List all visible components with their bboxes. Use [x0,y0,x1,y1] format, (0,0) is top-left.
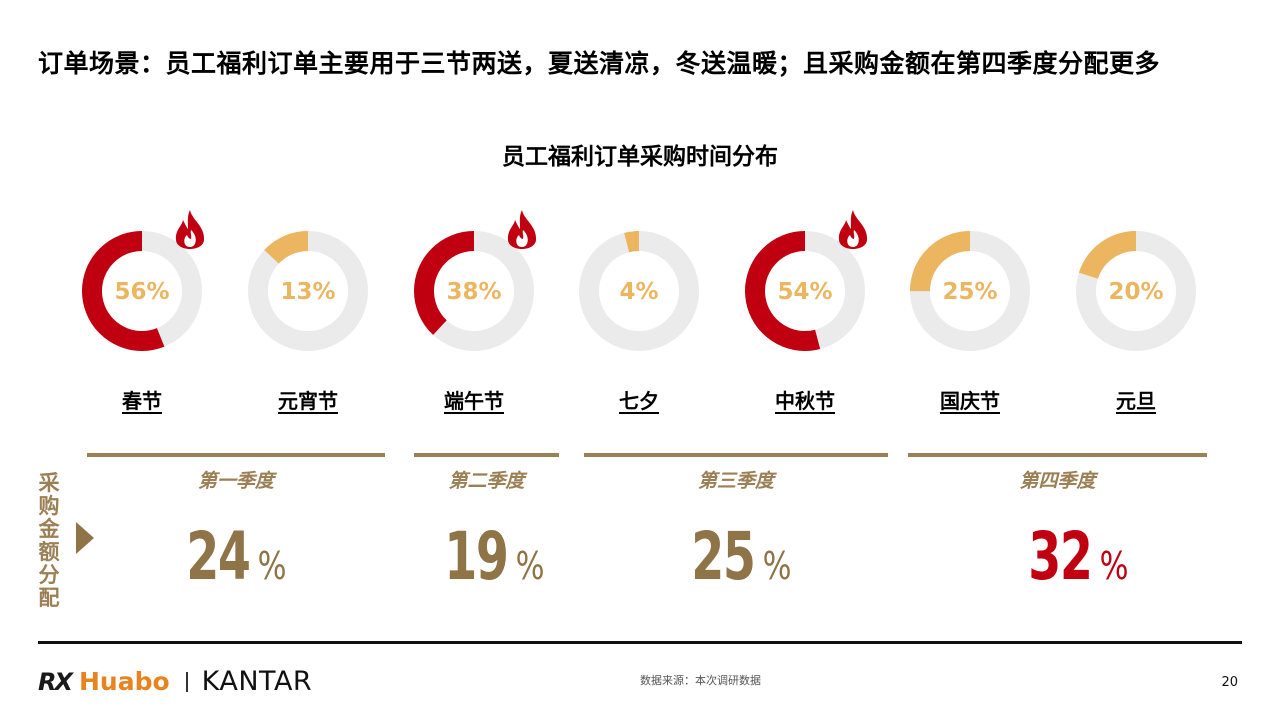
q3-value-unit: % [762,544,792,588]
donut-slice-4 [579,231,699,351]
q3-label: 第三季度 [697,470,774,492]
donut-value-label: 25% [942,279,997,305]
q3-value-number: 25 [691,518,756,595]
huabo-logo: Huabo [78,667,170,696]
donut-slice-7 [1076,231,1196,351]
q1-value-unit: % [257,544,287,588]
q4-divider-line [908,453,1207,457]
q3-value: 25% [637,518,837,595]
q4-value-number: 32 [1028,518,1093,595]
donut-value-label: 56% [114,279,169,305]
footer-logos: RX Huabo KANTAR [38,666,312,697]
q1-label: 第一季度 [197,470,274,492]
donut-slice-3 [414,231,534,351]
q4-value: 32% [974,518,1174,595]
donut-value-label: 54% [777,279,832,305]
festival-label: 春节 [122,389,162,413]
chart-title: 员工福利订单采购时间分布 [502,144,778,170]
q2-value-unit: % [515,544,545,588]
data-source-note: 数据来源：本次调研数据 [640,674,761,687]
flame-icon [838,210,868,249]
side-arrow-icon [76,522,94,554]
donut-value-label: 13% [280,279,335,305]
donut-slice-2 [248,231,368,351]
festival-label: 中秋节 [775,389,835,413]
q1-divider-line [87,453,385,457]
flame-icon [175,210,205,249]
donut-value-label: 38% [446,279,501,305]
festival-label: 元宵节 [278,389,338,413]
page-headline: 订单场景：员工福利订单主要用于三节两送，夏送清凉，冬送温暖；且采购金额在第四季度… [38,49,1161,78]
q1-value: 24% [132,518,332,595]
donut-slice-1 [82,231,202,351]
rx-logo: RX [38,667,73,696]
q1-value-number: 24 [186,518,251,595]
side-label-purchase-allocation: 采购金额分配 [38,471,60,610]
donut-value-label: 20% [1108,279,1163,305]
festival-label: 国庆节 [940,389,1000,413]
festival-label: 端午节 [444,389,504,413]
q4-value-unit: % [1099,544,1129,588]
donut-slice-6 [910,231,1030,351]
donut-value-label: 4% [619,279,658,305]
q2-value: 19% [390,518,590,595]
q4-label: 第四季度 [1019,470,1096,492]
q2-label: 第二季度 [448,470,525,492]
donut-slice-5 [745,231,865,351]
q2-value-number: 19 [444,518,509,595]
donut-chart-area: 56% 13% 38% 4% 54% 25% 20% [82,210,1196,351]
festival-label: 七夕 [619,389,659,413]
footer-divider [38,641,1242,644]
q2-divider-line [414,453,559,457]
page-number: 20 [1221,675,1238,690]
kantar-logo: KANTAR [201,666,313,697]
flame-icon [507,210,537,249]
q3-divider-line [584,453,888,457]
logo-separator [185,671,188,692]
festival-label: 元旦 [1116,389,1156,413]
